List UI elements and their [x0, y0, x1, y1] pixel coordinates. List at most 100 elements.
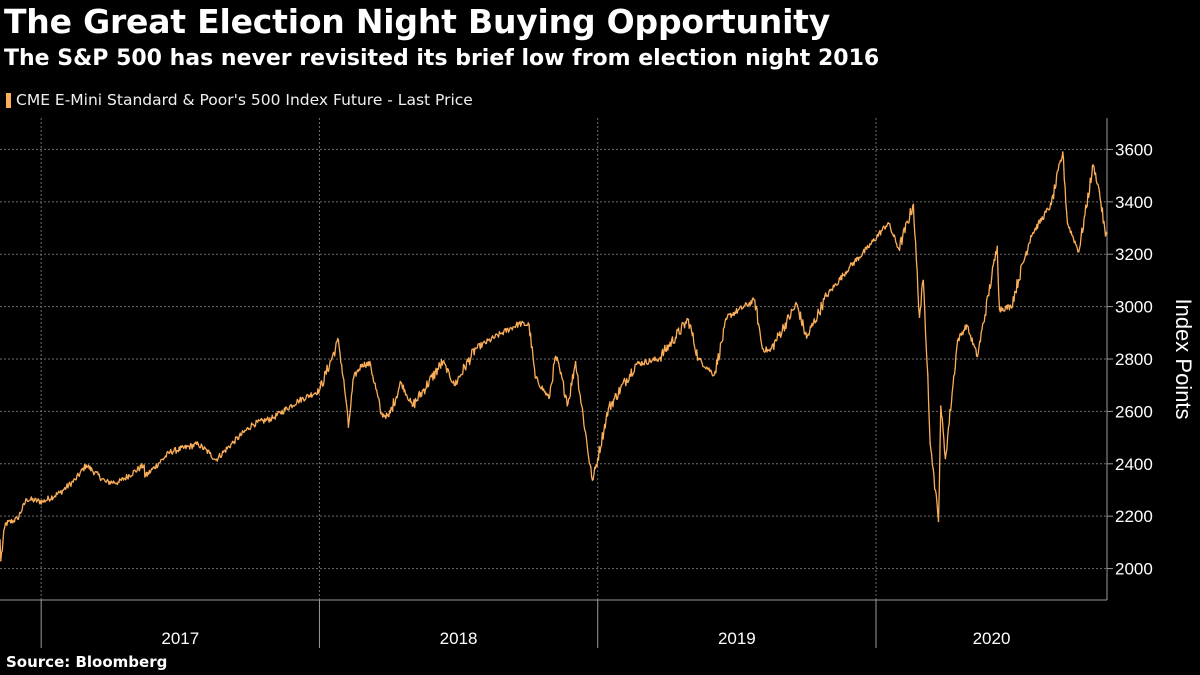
axes: [0, 118, 1113, 648]
data-point: [74, 478, 77, 481]
data-point: [927, 373, 929, 376]
data-point: [369, 363, 372, 366]
data-point: [0, 538, 1, 541]
data-point: [380, 413, 382, 415]
data-point: [922, 279, 925, 282]
data-point: [345, 400, 347, 402]
legend-label: CME E-Mini Standard & Poor's 500 Index F…: [16, 91, 473, 109]
data-point: [16, 517, 19, 520]
data-point: [105, 481, 107, 483]
data-point: [848, 266, 851, 269]
data-point: [554, 355, 557, 358]
data-point: [318, 389, 321, 392]
data-point: [169, 451, 171, 453]
data-point: [912, 203, 915, 206]
y-tick-label-2800: 2800: [1115, 350, 1153, 369]
data-point: [918, 316, 921, 318]
y-tick-label-2200: 2200: [1115, 507, 1153, 526]
data-point: [996, 245, 999, 248]
data-point: [208, 452, 211, 455]
grid-lines: [0, 118, 1107, 600]
data-point: [528, 324, 530, 326]
data-point: [726, 316, 729, 318]
data-point: [825, 295, 828, 297]
y-tick-label-3400: 3400: [1115, 193, 1153, 212]
data-point: [687, 318, 690, 321]
data-point: [1092, 164, 1095, 166]
data-point: [4, 523, 7, 525]
data-point: [347, 426, 350, 428]
data-point: [272, 417, 274, 419]
y-tick-label-2600: 2600: [1115, 402, 1153, 421]
series-layer: [0, 151, 1108, 562]
data-point: [251, 423, 254, 426]
data-point: [956, 339, 959, 342]
data-point: [453, 384, 456, 386]
data-point: [939, 405, 942, 407]
y-axis-title: Index Points: [1171, 298, 1196, 419]
data-point: [574, 360, 577, 363]
data-point: [361, 363, 363, 366]
data-point: [352, 376, 355, 379]
y-tick-label-2400: 2400: [1115, 455, 1153, 474]
data-point: [944, 457, 947, 460]
legend: CME E-Mini Standard & Poor's 500 Index F…: [6, 91, 473, 109]
x-tick-label-2018: 2018: [440, 629, 478, 648]
x-tick-label-2019: 2019: [718, 629, 756, 648]
data-point: [657, 358, 660, 360]
data-point: [501, 332, 504, 334]
chart-title: The Great Election Night Buying Opportun…: [4, 2, 831, 41]
data-point: [607, 407, 610, 410]
x-tick-label-2017: 2017: [161, 629, 199, 648]
tick-labels: 2000 2200 2400 2600 2800 3000 3200 3400 3600 2017…: [161, 140, 1196, 648]
data-point: [233, 440, 235, 443]
data-point: [85, 464, 87, 466]
data-point: [567, 402, 569, 405]
data-point: [0, 559, 2, 562]
data-point: [59, 491, 62, 494]
data-point: [1077, 250, 1080, 253]
data-point: [805, 337, 808, 339]
data-point: [592, 478, 594, 481]
x-tick-label-2020: 2020: [973, 629, 1011, 648]
source-note: Source: Bloomberg: [6, 653, 168, 671]
data-point: [1050, 203, 1053, 206]
data-point: [518, 322, 520, 325]
data-point: [1098, 190, 1101, 193]
data-point: [932, 468, 934, 470]
y-tick-label-3200: 3200: [1115, 245, 1153, 264]
data-point: [1066, 221, 1069, 224]
data-point: [337, 339, 340, 342]
data-point: [214, 459, 217, 461]
data-point: [590, 476, 593, 478]
data-point: [937, 520, 940, 523]
data-point: [118, 481, 120, 483]
data-point: [1106, 232, 1108, 235]
data-point: [1010, 305, 1012, 308]
legend-swatch: [6, 92, 11, 108]
data-point: [474, 347, 477, 350]
data-point: [713, 373, 716, 376]
data-point: [41, 500, 44, 503]
data-point: [1061, 151, 1064, 153]
data-point: [25, 498, 28, 500]
data-point: [144, 476, 146, 478]
data-point: [795, 303, 798, 305]
y-tick-label-2000: 2000: [1115, 560, 1153, 579]
data-point: [753, 299, 756, 301]
y-tick-label-3600: 3600: [1115, 140, 1153, 159]
y-tick-label-3000: 3000: [1115, 298, 1153, 317]
data-point: [442, 360, 444, 363]
data-point: [143, 464, 145, 466]
data-point: [388, 415, 390, 418]
data-point: [866, 248, 868, 250]
chart-subtitle: The S&P 500 has never revisited its brie…: [4, 46, 880, 71]
data-point: [998, 308, 1001, 311]
data-point: [197, 443, 200, 445]
data-point: [297, 400, 299, 402]
data-point: [1029, 235, 1032, 237]
data-point: [769, 350, 771, 352]
data-point: [548, 397, 550, 400]
data-point: [761, 347, 764, 350]
